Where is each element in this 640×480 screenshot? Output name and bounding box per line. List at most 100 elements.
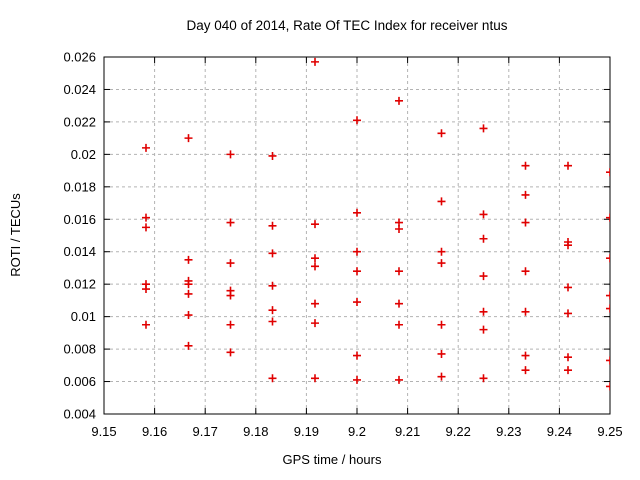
data-point-marker	[437, 259, 446, 268]
data-point-marker	[606, 254, 610, 263]
data-point-marker	[606, 382, 610, 391]
data-point-marker	[394, 267, 403, 276]
data-point-marker	[394, 299, 403, 308]
data-point-marker	[394, 225, 403, 234]
data-point-marker	[564, 353, 573, 362]
y-tick-label: 0.008	[63, 342, 96, 357]
data-point-marker	[521, 161, 530, 170]
data-point-marker	[268, 151, 277, 160]
y-tick-label: 0.026	[63, 50, 96, 65]
data-point-marker	[141, 213, 150, 222]
data-point-marker	[184, 134, 193, 143]
data-point-marker	[311, 299, 320, 308]
y-tick-label: 0.024	[63, 82, 96, 97]
data-point-marker	[564, 283, 573, 292]
data-point-marker	[437, 197, 446, 206]
y-tick-label: 0.012	[63, 277, 96, 292]
data-point-marker	[479, 374, 488, 383]
data-point-marker	[606, 291, 610, 300]
data-point-marker	[141, 143, 150, 152]
x-tick-label: 9.25	[597, 424, 622, 439]
y-tick-label: 0.02	[71, 147, 96, 162]
data-point-marker	[606, 304, 610, 313]
data-point-marker	[268, 221, 277, 230]
data-point-marker	[184, 280, 193, 289]
data-point-marker	[606, 213, 610, 222]
x-tick-label: 9.18	[243, 424, 268, 439]
data-points	[141, 57, 610, 391]
axis-ticks	[104, 57, 610, 414]
data-point-marker	[226, 259, 235, 268]
data-point-marker	[564, 161, 573, 170]
data-point-marker	[564, 241, 573, 250]
data-point-marker	[268, 374, 277, 383]
data-point-marker	[564, 366, 573, 375]
data-point-marker	[353, 298, 361, 307]
y-tick-label: 0.014	[63, 244, 96, 259]
data-point-marker	[226, 348, 235, 357]
data-point-marker	[184, 255, 193, 264]
data-point-marker	[226, 320, 235, 329]
y-tick-label: 0.004	[63, 407, 96, 422]
data-point-marker	[394, 96, 403, 105]
plot-border	[103, 56, 611, 415]
data-point-marker	[437, 320, 446, 329]
y-tick-label: 0.01	[71, 309, 96, 324]
x-tick-label: 9.22	[446, 424, 471, 439]
data-point-marker	[184, 311, 193, 320]
data-point-marker	[141, 320, 150, 329]
chart-title: Day 040 of 2014, Rate Of TEC Index for r…	[187, 18, 508, 33]
data-point-marker	[141, 285, 150, 294]
data-point-marker	[311, 254, 320, 263]
data-point-marker	[606, 356, 610, 365]
data-point-marker	[394, 375, 403, 384]
data-point-marker	[268, 249, 277, 258]
data-point-marker	[268, 317, 277, 326]
x-axis-label: GPS time / hours	[283, 452, 382, 467]
data-point-marker	[437, 247, 446, 256]
data-point-marker	[479, 210, 488, 219]
data-point-marker	[437, 349, 446, 358]
data-point-marker	[564, 309, 573, 318]
gridlines	[104, 57, 610, 414]
data-point-marker	[311, 374, 320, 383]
x-tick-label: 9.16	[142, 424, 167, 439]
data-point-marker	[141, 223, 150, 232]
x-tick-label: 9.15	[91, 424, 116, 439]
data-point-marker	[521, 267, 530, 276]
data-point-marker	[479, 272, 488, 281]
data-point-marker	[226, 291, 235, 300]
x-tick-labels: 9.15 9.16 9.17 9.18 9.19 9.2 9.21 9.22 9.23 9.24 9…	[91, 424, 622, 439]
data-point-marker	[437, 372, 446, 381]
x-tick-label: 9.2	[348, 424, 366, 439]
x-tick-label: 9.23	[496, 424, 521, 439]
data-point-marker	[353, 247, 361, 256]
data-point-marker	[521, 307, 530, 316]
data-point-marker	[311, 220, 320, 229]
y-tick-labels: 0.004 0.006 0.008 0.01 0.012 0.014 0.016 0.018 0…	[63, 50, 96, 422]
y-tick-label: 0.016	[63, 212, 96, 227]
x-tick-label: 9.17	[193, 424, 218, 439]
data-point-marker	[268, 281, 277, 290]
data-point-marker	[184, 341, 193, 350]
data-point-marker	[226, 218, 235, 227]
data-point-marker	[353, 351, 361, 360]
data-point-marker	[226, 150, 235, 159]
y-tick-label: 0.022	[63, 114, 96, 129]
y-tick-label: 0.006	[63, 374, 96, 389]
data-point-marker	[606, 168, 610, 177]
data-point-marker	[353, 208, 361, 217]
data-point-marker	[479, 234, 488, 243]
data-point-marker	[479, 325, 488, 334]
data-point-marker	[479, 124, 488, 133]
data-point-marker	[311, 319, 320, 328]
data-point-marker	[311, 57, 320, 66]
x-tick-label: 9.24	[547, 424, 572, 439]
data-point-marker	[311, 262, 320, 271]
data-point-marker	[479, 307, 488, 316]
data-point-marker	[353, 375, 361, 384]
data-point-marker	[353, 116, 361, 125]
data-point-marker	[353, 267, 361, 276]
